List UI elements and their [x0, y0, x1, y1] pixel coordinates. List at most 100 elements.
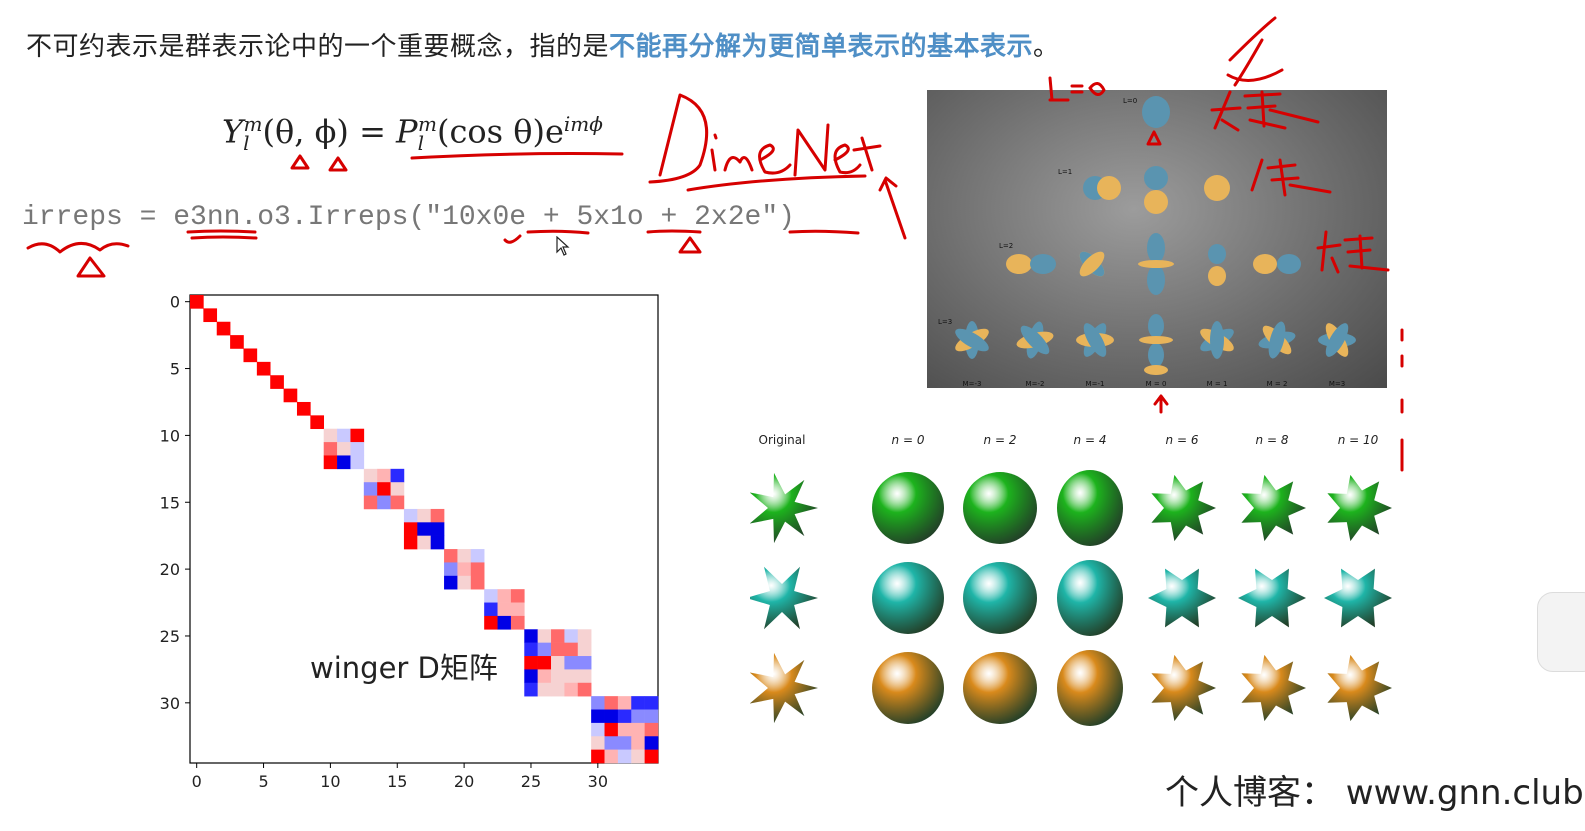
matrix-cell — [510, 615, 525, 630]
matrix-cell — [551, 656, 565, 670]
matrix-cell — [524, 642, 538, 657]
orbital-lobe — [1138, 260, 1174, 268]
headline-highlight: 不能再分解为更简单表示的基本表示 — [609, 32, 1034, 62]
matrix-cell — [631, 749, 645, 764]
shape-blob — [1327, 654, 1392, 722]
matrix-cell — [350, 442, 365, 456]
orbital-shapes — [955, 96, 1356, 375]
matrix-cell — [524, 669, 538, 684]
matrix-cell — [577, 656, 592, 670]
matrix-cell — [337, 442, 351, 456]
orbital-row-label: L=2 — [999, 242, 1013, 250]
dimenet-stroke — [648, 93, 709, 184]
matrix-cell — [417, 522, 431, 536]
dimenet-stroke — [723, 156, 754, 172]
triangle-mark — [678, 236, 702, 254]
orbital-lobe — [1148, 314, 1164, 338]
y-tick-label: 20 — [160, 560, 180, 579]
formula-lhs-sub: l — [243, 131, 250, 156]
y-tick-label: 5 — [170, 360, 180, 379]
shape-blob — [750, 652, 818, 724]
triangle-mark — [328, 156, 348, 172]
orbital-lobe — [1268, 321, 1286, 359]
matrix-cell — [323, 442, 338, 456]
matrix-caption: winger D矩阵 — [310, 651, 498, 685]
formula-rhs-base: P — [396, 112, 418, 151]
matrix-cell — [551, 642, 565, 657]
matrix-cell — [591, 749, 605, 764]
shape-blob — [1057, 650, 1123, 726]
shape-blob — [1238, 568, 1306, 628]
orbital-lobe — [1144, 365, 1168, 375]
y-tick-label: 10 — [160, 426, 180, 445]
shape-column-label: n = 6 — [1166, 433, 1199, 447]
matrix-cell — [444, 575, 458, 590]
matrix-cell — [644, 736, 659, 750]
dimenet-stroke — [758, 143, 792, 175]
matrix-cell — [377, 468, 391, 483]
matrix-cell — [430, 535, 445, 550]
orbital-m-labels: M=-3 M=-2 M=-1 M = 0 M = 1 M = 2 M=3 — [963, 380, 1346, 388]
formula-lhs-base: Y — [222, 112, 244, 151]
orbital-lobe — [1142, 96, 1170, 128]
spherical-harmonic-formula: Ylm(θ, ϕ) = Plm(cos θ)eimϕ — [222, 112, 603, 155]
irreps-code-line: irreps = e3nn.o3.Irreps("10x0e + 5x1o + … — [22, 202, 795, 233]
orbital-lobe — [1147, 233, 1165, 263]
side-widget-tab[interactable] — [1537, 592, 1585, 672]
blog-footer[interactable]: 个人博客： www.gnn.club — [1165, 773, 1584, 813]
x-tick-label: 20 — [454, 772, 474, 791]
shape-blobs — [750, 470, 1392, 726]
formula-rhs-sup: m — [417, 112, 437, 136]
matrix-cell — [537, 629, 552, 643]
check-mark-stroke — [1228, 16, 1277, 62]
shape-blob — [1057, 560, 1123, 636]
orbital-lobe — [1006, 254, 1032, 274]
shape-blob — [872, 472, 944, 544]
matrix-cell — [216, 321, 231, 336]
matrix-cell — [403, 508, 418, 523]
matrix-cell — [390, 495, 405, 510]
triangle-mark — [76, 256, 106, 278]
orbital-lobe — [1325, 323, 1349, 357]
orbital-m-label: M = 2 — [1267, 380, 1288, 388]
orbital-lobe — [1144, 190, 1168, 214]
formula-lhs-sup: m — [243, 112, 263, 136]
y-tick-label: 15 — [160, 493, 180, 512]
matrix-x-ticks: 0 5 10 15 20 25 30 — [192, 763, 608, 791]
y-tick-label: 30 — [160, 694, 180, 713]
matrix-cell — [270, 375, 284, 389]
shape-column-label: n = 2 — [984, 433, 1017, 447]
headline-end: 。 — [1033, 32, 1060, 62]
matrix-cell — [604, 736, 619, 750]
matrix-cell — [617, 736, 632, 750]
shape-blob — [963, 472, 1037, 544]
shape-blob — [872, 652, 944, 724]
wigner-d-matrix-plot: 0 5 10 15 20 25 30 0 5 10 15 20 25 30 winger D矩阵 — [160, 293, 659, 791]
matrix-cell — [484, 602, 498, 617]
matrix-cell — [256, 361, 271, 376]
matrix-cell — [524, 682, 538, 697]
shape-reconstruction-image: Original n = 0 n = 2 n = 4 n = 6 n = 8 n = 10 — [750, 433, 1392, 726]
formula-rhs-args: (cos θ)e — [436, 112, 564, 151]
matrix-cell — [470, 575, 485, 590]
orbital-lobe — [1139, 336, 1173, 344]
orbital-lobe — [1020, 325, 1050, 355]
matrix-cell — [617, 722, 632, 737]
matrix-cell — [337, 428, 351, 443]
matrix-cell — [430, 508, 445, 523]
y-tick-label: 25 — [160, 627, 180, 646]
matrix-cell — [377, 482, 391, 496]
matrix-cell — [551, 669, 565, 684]
matrix-cell — [644, 709, 659, 724]
matrix-cell — [403, 535, 418, 550]
shape-column-label: n = 0 — [892, 433, 925, 447]
matrix-cell — [350, 428, 365, 443]
matrix-cell — [497, 615, 512, 630]
matrix-cell — [577, 682, 592, 697]
orbital-lobe — [1277, 254, 1301, 274]
matrix-cell — [363, 495, 378, 510]
code-underline — [190, 235, 258, 240]
matrix-cell — [296, 401, 311, 416]
orbital-lobe — [1208, 244, 1226, 264]
code-underline — [788, 229, 860, 235]
